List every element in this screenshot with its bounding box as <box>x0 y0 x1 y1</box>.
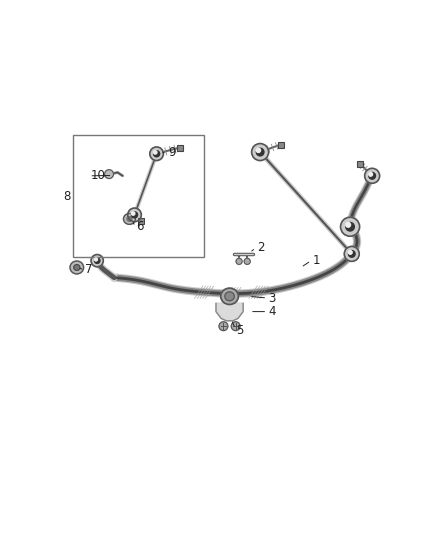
Circle shape <box>236 259 242 264</box>
Circle shape <box>231 322 240 330</box>
Circle shape <box>348 251 355 257</box>
Text: 5: 5 <box>237 324 244 337</box>
Circle shape <box>251 143 268 160</box>
Circle shape <box>244 259 250 264</box>
Ellipse shape <box>127 216 132 221</box>
Circle shape <box>91 255 103 267</box>
Circle shape <box>131 212 135 215</box>
Circle shape <box>346 222 354 231</box>
Text: 4: 4 <box>268 305 276 318</box>
Text: 10: 10 <box>90 169 105 182</box>
Text: 3: 3 <box>268 292 276 304</box>
Circle shape <box>365 168 380 183</box>
Circle shape <box>341 217 360 236</box>
Circle shape <box>154 151 159 157</box>
Ellipse shape <box>74 264 80 270</box>
Circle shape <box>105 169 113 179</box>
Ellipse shape <box>124 214 135 224</box>
Circle shape <box>369 173 375 179</box>
Circle shape <box>256 148 261 152</box>
Text: 7: 7 <box>85 263 93 276</box>
Bar <box>74 135 204 257</box>
Text: 8: 8 <box>63 190 71 203</box>
Text: 1: 1 <box>313 254 320 267</box>
Circle shape <box>128 208 141 222</box>
Circle shape <box>150 147 163 160</box>
Circle shape <box>369 173 372 176</box>
Text: 9: 9 <box>169 146 176 158</box>
Circle shape <box>346 222 350 227</box>
Polygon shape <box>216 303 243 321</box>
Circle shape <box>154 151 157 154</box>
Circle shape <box>348 251 352 254</box>
Text: 6: 6 <box>136 220 144 233</box>
Ellipse shape <box>70 261 84 274</box>
Ellipse shape <box>221 288 238 304</box>
Circle shape <box>344 246 359 261</box>
Text: 2: 2 <box>257 240 264 254</box>
Circle shape <box>95 258 100 263</box>
Circle shape <box>219 322 228 330</box>
Ellipse shape <box>225 292 234 301</box>
Circle shape <box>95 258 98 261</box>
Circle shape <box>131 212 138 218</box>
Circle shape <box>256 148 264 156</box>
